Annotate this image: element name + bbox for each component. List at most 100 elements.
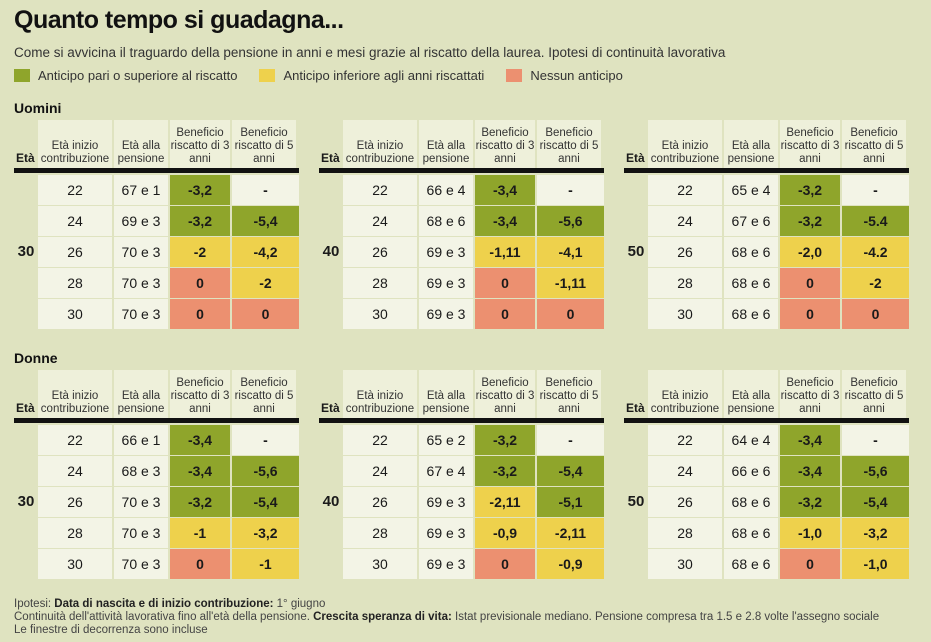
cell-eta-inizio: 24	[38, 456, 112, 486]
cell-beneficio-5: -	[842, 175, 909, 205]
legend-label-orange: Nessun anticipo	[530, 68, 623, 83]
header-divider	[624, 418, 909, 423]
cell-beneficio-3: -2,0	[780, 237, 840, 267]
table-row: 22 64 e 4 -3,4-	[648, 425, 909, 455]
cell-eta-pensione: 66 e 1	[114, 425, 168, 455]
header-beneficio-5-text: Beneficio riscatto di 5 anni	[844, 377, 904, 415]
cell-beneficio-3: -1	[170, 518, 230, 548]
cell-eta-pensione: 68 e 6	[724, 487, 778, 517]
table-body: 40 22 66 e 4 -3,4-24 68 e 6 -3,4 -5,6 26 69 e 3-…	[319, 173, 604, 330]
footnote-line-3: Le finestre di decorrenza sono incluse	[14, 624, 208, 636]
header-eta-inizio-text: Età inizio contribuzione	[40, 390, 110, 415]
cell-eta-inizio: 30	[38, 299, 112, 329]
header-beneficio-5-text: Beneficio riscatto di 5 anni	[539, 127, 599, 165]
table-row: 22 65 e 4 -3,2-	[648, 175, 909, 205]
header-eta-pensione: Età alla pensione	[724, 120, 778, 168]
header-eta-inizio-text: Età inizio contribuzione	[650, 140, 720, 165]
cell-eta-pensione: 69 e 3	[419, 268, 473, 298]
cell-beneficio-5: -5,4	[232, 206, 299, 236]
table-row: 28 70 e 3 0 -2	[38, 268, 299, 298]
table-row: 24 67 e 6 -3,2 -5.4	[648, 206, 909, 236]
cell-beneficio-5: -	[537, 425, 604, 455]
header-divider	[14, 418, 299, 423]
header-eta-inizio: Età inizio contribuzione	[648, 120, 722, 168]
header-eta-text: Età	[321, 151, 340, 165]
cell-beneficio-5: -4,2	[232, 237, 299, 267]
cell-eta-pensione: 66 e 4	[419, 175, 473, 205]
cell-eta-inizio: 30	[648, 299, 722, 329]
header-eta-inizio-text: Età inizio contribuzione	[650, 390, 720, 415]
cell-eta-inizio: 22	[38, 425, 112, 455]
header-beneficio-3-text: Beneficio riscatto di 3 anni	[780, 377, 840, 415]
legend-label-yellow: Anticipo inferiore agli anni riscattati	[283, 68, 485, 83]
table-block: Età Età inizio contribuzione Età alla pens…	[319, 120, 604, 330]
cell-eta-pensione: 68 e 6	[724, 518, 778, 548]
footnote-bold-1: Data di nascita e di inizio contribuzion…	[54, 598, 274, 610]
table-row: 28 69 e 3 0 -1,11	[343, 268, 604, 298]
header-eta: Età	[626, 151, 648, 165]
cell-eta-pensione: 68 e 6	[724, 299, 778, 329]
cell-beneficio-3: 0	[170, 549, 230, 579]
cell-beneficio-3: 0	[170, 268, 230, 298]
table-block: Età Età inizio contribuzione Età alla pens…	[14, 370, 299, 580]
header-eta-inizio-text: Età inizio contribuzione	[345, 140, 415, 165]
header-eta-text: Età	[16, 151, 35, 165]
table-block: Età Età inizio contribuzione Età alla pens…	[624, 370, 909, 580]
header-beneficio-3: Beneficio riscatto di 3 anni	[170, 120, 230, 168]
cell-beneficio-3: -3,2	[475, 425, 535, 455]
cell-beneficio-5: -3,2	[842, 518, 909, 548]
header-beneficio-5: Beneficio riscatto di 5 anni	[232, 370, 296, 418]
cell-eta-pensione: 70 e 3	[114, 268, 168, 298]
table-body: 50 22 64 e 4 -3,4-24 66 e 6 -3,4 -5,6 26 68 e 6-…	[624, 423, 909, 580]
cell-eta-inizio: 30	[343, 299, 417, 329]
cell-eta-inizio: 22	[648, 175, 722, 205]
header-divider	[319, 168, 604, 173]
header-beneficio-5: Beneficio riscatto di 5 anni	[232, 120, 296, 168]
header-eta-text: Età	[16, 401, 35, 415]
cell-eta-inizio: 24	[343, 206, 417, 236]
cell-beneficio-3: 0	[170, 299, 230, 329]
age-label: 40	[322, 493, 340, 510]
header-beneficio-5-text: Beneficio riscatto di 5 anni	[234, 127, 294, 165]
cell-beneficio-3: -3,2	[170, 487, 230, 517]
age-label: 30	[17, 243, 35, 260]
header-eta-text: Età	[626, 151, 645, 165]
cell-beneficio-5: -2,11	[537, 518, 604, 548]
cell-eta-pensione: 69 e 3	[419, 299, 473, 329]
header-eta-pensione-text: Età alla pensione	[117, 140, 165, 165]
cell-eta-inizio: 26	[343, 237, 417, 267]
legend-label-green: Anticipo pari o superiore al riscatto	[38, 68, 238, 83]
header-eta: Età	[321, 401, 343, 415]
header-beneficio-3: Beneficio riscatto di 3 anni	[475, 370, 535, 418]
cell-beneficio-3: 0	[780, 549, 840, 579]
cell-beneficio-3: -1,11	[475, 237, 535, 267]
cell-eta-pensione: 69 e 3	[114, 206, 168, 236]
cell-eta-pensione: 65 e 4	[724, 175, 778, 205]
footnote-rest-1: 1° giugno	[273, 598, 326, 610]
footnote-line-2: Continuità dell'attività lavorativa fino…	[14, 611, 879, 623]
cell-eta-pensione: 67 e 6	[724, 206, 778, 236]
cell-eta-inizio: 30	[648, 549, 722, 579]
table-body: 30 22 66 e 1 -3,4-24 68 e 3 -3,4 -5,6 26 70 e 3-…	[14, 423, 299, 580]
header-beneficio-5: Beneficio riscatto di 5 anni	[537, 120, 601, 168]
cell-eta-inizio: 28	[38, 268, 112, 298]
table-header: Età Età inizio contribuzione Età alla pens…	[624, 120, 909, 168]
table-row: 24 68 e 6 -3,4 -5,6	[343, 206, 604, 236]
cell-eta-pensione: 67 e 1	[114, 175, 168, 205]
cell-beneficio-3: -3,2	[780, 206, 840, 236]
cell-beneficio-5: -0,9	[537, 549, 604, 579]
header-eta-text: Età	[321, 401, 340, 415]
table-row: 26 69 e 3 -1,11 -4,1	[343, 237, 604, 267]
cell-beneficio-5: -4,1	[537, 237, 604, 267]
cell-beneficio-3: -3,4	[475, 175, 535, 205]
footnote-line-1: Ipotesi: Data di nascita e di inizio con…	[14, 598, 325, 610]
cell-eta-inizio: 26	[648, 237, 722, 267]
header-beneficio-5: Beneficio riscatto di 5 anni	[537, 370, 601, 418]
header-divider	[624, 168, 909, 173]
table-header: Età Età inizio contribuzione Età alla pens…	[624, 370, 909, 418]
cell-beneficio-3: -3,4	[170, 425, 230, 455]
cell-beneficio-5: 0	[232, 299, 299, 329]
cell-beneficio-3: -3,4	[780, 425, 840, 455]
header-eta-pensione-text: Età alla pensione	[422, 390, 470, 415]
cell-beneficio-5: -5,6	[537, 206, 604, 236]
